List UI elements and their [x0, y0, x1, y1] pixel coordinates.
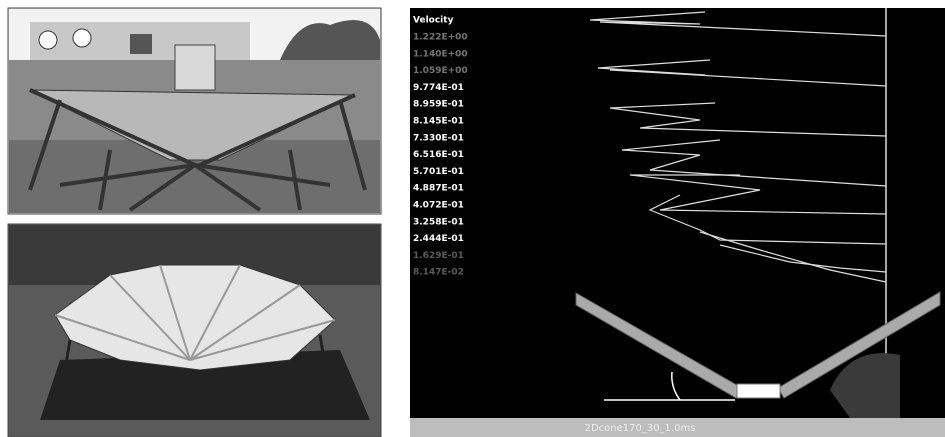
legend-title: Velocity [413, 16, 454, 26]
legend-value: 4.072E-01 [413, 201, 464, 211]
status-label: 2Dcone170_30_1.0ms [585, 423, 696, 434]
streamlines [589, 11, 887, 283]
legend-value: 9.774E-01 [413, 83, 464, 93]
legend-value: 8.145E-01 [413, 117, 464, 127]
legend: 1.222E+00 1.140E+00 1.059E+00 9.774E-01 8.95… [413, 33, 468, 278]
legend-value: 8.959E-01 [413, 100, 464, 110]
legend-value: 1.059E+00 [413, 66, 468, 76]
legend-value: 4.887E-01 [413, 184, 464, 194]
photo-frame [7, 7, 382, 215]
legend-value: 3.258E-01 [413, 217, 464, 227]
legend-value: 6.516E-01 [413, 150, 464, 160]
legend-value: 8.147E-02 [413, 268, 464, 278]
simulation-panel: 2Dcone170_30_1.0ms Velocity 1.222E+00 1.1… [410, 8, 945, 437]
legend-value: 1.629E-01 [413, 251, 464, 261]
legend-value: 7.330E-01 [413, 133, 464, 143]
legend-value: 2.444E-01 [413, 234, 464, 244]
legend-value: 1.140E+00 [413, 49, 468, 59]
photo-dish [7, 223, 382, 437]
legend-value: 1.222E+00 [413, 33, 468, 43]
legend-value: 5.701E-01 [413, 167, 464, 177]
